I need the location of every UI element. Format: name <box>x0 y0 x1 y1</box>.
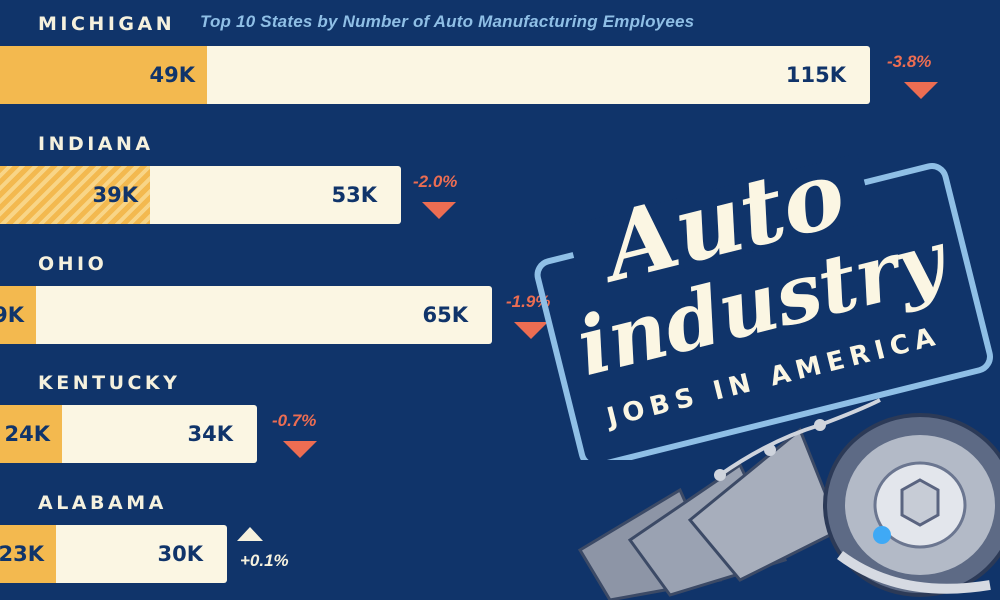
state-label-kentucky: KENTUCKY <box>38 372 181 394</box>
change-michigan: -3.8% <box>887 52 932 71</box>
total-value-alabama: 30K <box>157 542 204 566</box>
down-arrow-icon <box>904 82 938 99</box>
bar-indiana: 39K 53K <box>0 166 401 224</box>
pulley-image <box>823 413 1000 597</box>
bar-segment-indiana <box>0 166 150 224</box>
change-alabama: +0.1% <box>240 551 289 570</box>
bar-alabama: 23K 30K <box>0 525 227 583</box>
title-frame-gap <box>566 153 875 294</box>
state-label-alabama: ALABAMA <box>38 492 167 514</box>
change-ohio: -1.9% <box>506 292 551 311</box>
up-arrow-icon <box>237 527 263 541</box>
bar-kentucky: 24K 34K <box>0 405 257 463</box>
down-arrow-icon <box>514 322 548 339</box>
total-value-kentucky: 34K <box>187 422 234 446</box>
segment-value-kentucky: 24K <box>4 422 51 446</box>
state-label-michigan: MICHIGAN <box>38 13 176 35</box>
total-value-michigan: 115K <box>785 63 846 87</box>
bar-segment-ohio <box>0 286 36 344</box>
auto-industry-title-art: Auto industry JOBS IN AMERICA <box>534 140 993 460</box>
chart-subtitle: Top 10 States by Number of Auto Manufact… <box>200 12 695 31</box>
segment-value-indiana: 39K <box>92 183 139 207</box>
down-arrow-icon <box>283 441 317 458</box>
bar-segment-alabama <box>0 525 56 583</box>
change-indiana: -2.0% <box>413 172 458 191</box>
bar-michigan: 49K 115K <box>0 46 870 104</box>
segment-value-alabama: 23K <box>0 542 44 566</box>
total-value-ohio: 65K <box>422 303 469 327</box>
down-arrow-icon <box>422 202 456 219</box>
state-label-indiana: INDIANA <box>38 133 154 155</box>
segment-value-ohio: 9K <box>0 303 24 327</box>
auto-parts-illustration <box>577 398 1000 600</box>
segment-value-michigan: 49K <box>149 63 196 87</box>
bar-segment-kentucky <box>0 405 62 463</box>
total-value-indiana: 53K <box>331 183 378 207</box>
change-kentucky: -0.7% <box>272 411 317 430</box>
state-label-ohio: OHIO <box>38 253 108 275</box>
brake-pads-image <box>577 398 881 600</box>
bar-segment-michigan <box>0 46 207 104</box>
bar-ohio: 9K 65K <box>0 286 492 344</box>
